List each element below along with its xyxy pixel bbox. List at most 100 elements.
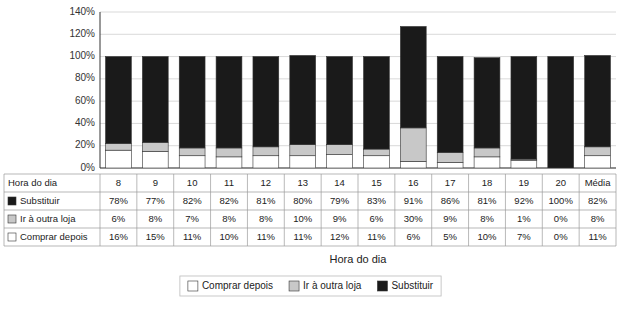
table-line	[616, 174, 617, 246]
bar-segment	[179, 57, 205, 148]
bars	[106, 26, 611, 168]
table-line	[431, 174, 432, 246]
data-label: 8%	[591, 213, 605, 224]
legend-items: Comprar depoisIr à outra lojaSubstituir	[188, 280, 434, 291]
data-label: 77%	[146, 195, 166, 206]
bar-segment	[548, 57, 574, 168]
table-line	[4, 228, 616, 229]
y-axis: 0%20%40%60%80%100%120%140%	[69, 6, 616, 173]
table-line	[394, 174, 395, 246]
table-line	[100, 174, 101, 246]
bar-segment	[106, 57, 132, 144]
bar-segment	[253, 57, 279, 147]
grid-line	[100, 101, 616, 102]
bar-segment	[437, 57, 463, 153]
data-label: 9%	[333, 213, 347, 224]
bar-segment	[290, 55, 316, 144]
bar-segment	[142, 151, 168, 168]
data-label: 81%	[256, 195, 276, 206]
data-label: 83%	[367, 195, 387, 206]
data-label: 6%	[406, 231, 420, 242]
y-tick-label: 60%	[75, 95, 95, 106]
table-line	[4, 174, 5, 246]
data-label: 8%	[148, 213, 162, 224]
table-line	[4, 246, 616, 247]
bar-segment	[364, 156, 390, 168]
legend-frame	[180, 276, 441, 296]
row-swatch	[8, 197, 16, 205]
category-label: 9	[153, 177, 158, 188]
data-label: 5%	[443, 231, 457, 242]
table-line	[468, 174, 469, 246]
bar-segment	[142, 57, 168, 143]
legend: Comprar depoisIr à outra lojaSubstituir	[180, 276, 441, 296]
category-label: 8	[116, 177, 121, 188]
data-label: 11%	[257, 231, 276, 242]
table-line	[4, 210, 616, 211]
data-label: 6%	[112, 213, 126, 224]
data-label: 79%	[330, 195, 350, 206]
bar-segment	[253, 156, 279, 168]
table-line	[579, 174, 580, 246]
row-label: Substituir	[20, 195, 60, 206]
bar-segment	[106, 143, 132, 150]
y-tick-label: 100%	[69, 50, 95, 61]
bar-segment	[142, 142, 168, 151]
bar-segment	[585, 156, 611, 168]
legend-swatch	[289, 281, 299, 291]
row-swatch	[8, 215, 16, 223]
table-line	[136, 174, 137, 246]
grid-line	[100, 56, 616, 57]
bar-segment	[290, 156, 316, 168]
data-label: 30%	[404, 213, 424, 224]
table-line	[542, 174, 543, 246]
data-label: 12%	[330, 231, 350, 242]
bar-segment	[585, 147, 611, 156]
bar-segment	[290, 145, 316, 156]
data-label: 86%	[441, 195, 461, 206]
bar-segment	[511, 57, 537, 160]
x-axis-label: Hora do dia	[330, 253, 388, 265]
y-tick-label: 80%	[75, 72, 95, 83]
y-tick-label: 40%	[75, 117, 95, 128]
grid-line	[100, 34, 616, 35]
data-label: 7%	[517, 231, 531, 242]
table-line	[4, 192, 616, 193]
x-axis-line	[100, 168, 616, 169]
grid-line	[100, 12, 616, 13]
data-label: 9%	[443, 213, 457, 224]
data-label: 80%	[293, 195, 313, 206]
bar-segment	[216, 57, 242, 148]
grid-line	[100, 123, 616, 124]
bar-segment	[511, 160, 537, 168]
table-line	[173, 174, 174, 246]
category-label: 19	[519, 177, 530, 188]
data-label: 8%	[222, 213, 236, 224]
data-label: 16%	[109, 231, 129, 242]
data-label: 100%	[549, 195, 574, 206]
bar-segment	[400, 128, 426, 161]
data-label: 11%	[294, 231, 313, 242]
y-tick-label: 120%	[69, 28, 95, 39]
bar-segment	[437, 152, 463, 162]
data-label: 82%	[588, 195, 608, 206]
data-label: 10%	[293, 213, 313, 224]
data-label: 11%	[367, 231, 386, 242]
category-label: 18	[482, 177, 493, 188]
data-label: 92%	[514, 195, 534, 206]
data-label: 7%	[185, 213, 199, 224]
bar-segment	[400, 161, 426, 168]
grid-line	[100, 168, 616, 169]
data-label: 15%	[146, 231, 166, 242]
data-label: 11%	[588, 231, 607, 242]
table-line	[505, 174, 506, 246]
table-line	[4, 174, 616, 175]
category-label: 11	[224, 177, 234, 188]
table-line	[358, 174, 359, 246]
y-tick-label: 140%	[69, 6, 95, 17]
row-label: Ir à outra loja	[20, 213, 76, 224]
data-label: 78%	[109, 195, 129, 206]
row-label: Comprar depois	[20, 231, 88, 242]
bar-segment	[437, 162, 463, 168]
table-line	[321, 174, 322, 246]
